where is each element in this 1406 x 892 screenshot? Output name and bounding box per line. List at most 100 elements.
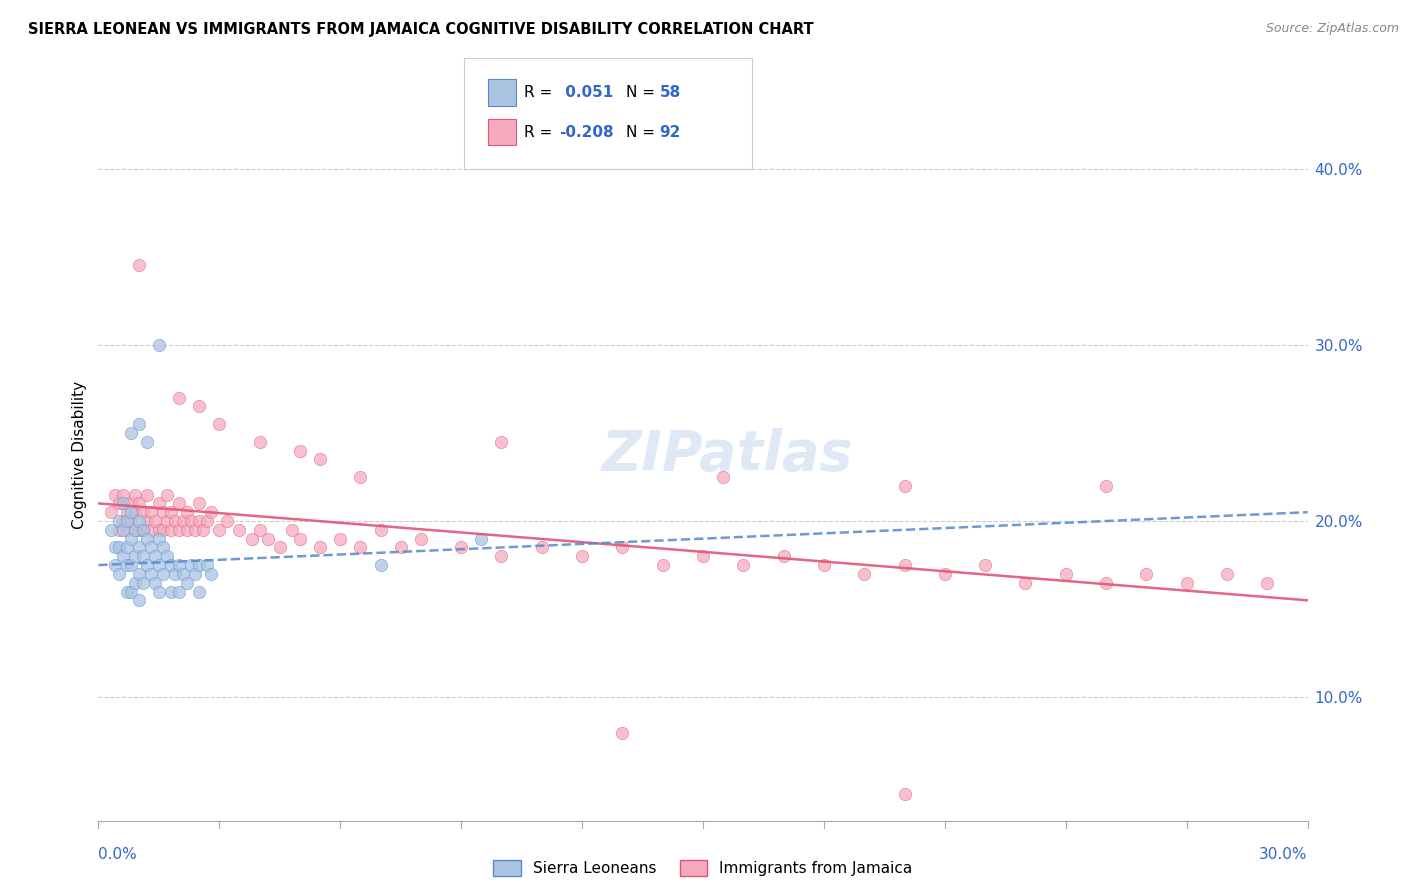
- Point: [107, 496, 129, 510]
- Point: [139, 541, 162, 555]
- Point: [148, 338, 170, 352]
- Point: [107, 523, 129, 537]
- Point: [111, 514, 134, 528]
- Text: 0.051: 0.051: [560, 86, 613, 100]
- Point: [132, 523, 155, 537]
- Point: [813, 558, 835, 572]
- Point: [167, 584, 190, 599]
- Point: [139, 523, 162, 537]
- Point: [1095, 479, 1118, 493]
- Point: [853, 566, 876, 581]
- Point: [733, 558, 755, 572]
- Point: [1054, 566, 1077, 581]
- Point: [195, 558, 218, 572]
- Point: [124, 487, 146, 501]
- Point: [128, 259, 150, 273]
- Point: [228, 523, 250, 537]
- Point: [470, 532, 492, 546]
- Point: [167, 496, 190, 510]
- Point: [195, 514, 218, 528]
- Point: [128, 496, 150, 510]
- Point: [188, 400, 211, 414]
- Point: [288, 532, 311, 546]
- Point: [115, 523, 138, 537]
- Point: [571, 549, 593, 564]
- Point: [163, 566, 186, 581]
- Point: [200, 566, 222, 581]
- Point: [111, 496, 134, 510]
- Point: [200, 505, 222, 519]
- Point: [1014, 575, 1036, 590]
- Point: [124, 523, 146, 537]
- Point: [934, 566, 956, 581]
- Point: [163, 514, 186, 528]
- Point: [172, 514, 194, 528]
- Point: [309, 541, 332, 555]
- Point: [115, 505, 138, 519]
- Point: [148, 558, 170, 572]
- Point: [160, 584, 183, 599]
- Point: [530, 541, 553, 555]
- Y-axis label: Cognitive Disability: Cognitive Disability: [72, 381, 87, 529]
- Point: [974, 558, 997, 572]
- Point: [128, 417, 150, 431]
- Point: [148, 532, 170, 546]
- Point: [120, 558, 142, 572]
- Point: [893, 558, 915, 572]
- Point: [103, 487, 125, 501]
- Point: [370, 558, 392, 572]
- Point: [711, 470, 734, 484]
- Point: [132, 505, 155, 519]
- Point: [176, 505, 198, 519]
- Point: [188, 558, 211, 572]
- Text: 0.0%: 0.0%: [98, 847, 138, 862]
- Point: [115, 584, 138, 599]
- Point: [329, 532, 352, 546]
- Point: [148, 584, 170, 599]
- Point: [269, 541, 291, 555]
- Point: [772, 549, 794, 564]
- Point: [612, 541, 634, 555]
- Point: [349, 541, 371, 555]
- Point: [120, 514, 142, 528]
- Point: [128, 541, 150, 555]
- Point: [120, 505, 142, 519]
- Point: [115, 541, 138, 555]
- Point: [103, 541, 125, 555]
- Point: [491, 434, 513, 449]
- Point: [124, 549, 146, 564]
- Point: [1216, 566, 1239, 581]
- Point: [120, 584, 142, 599]
- Point: [128, 593, 150, 607]
- Text: ZIPatlas: ZIPatlas: [602, 428, 853, 482]
- Point: [1175, 575, 1198, 590]
- Point: [651, 558, 673, 572]
- Point: [281, 523, 304, 537]
- Point: [143, 549, 166, 564]
- Point: [217, 514, 239, 528]
- Point: [1256, 575, 1278, 590]
- Point: [188, 496, 211, 510]
- Point: [120, 425, 142, 440]
- Point: [152, 505, 174, 519]
- Point: [152, 566, 174, 581]
- Text: -0.208: -0.208: [560, 125, 614, 139]
- Point: [120, 496, 142, 510]
- Point: [143, 575, 166, 590]
- Point: [612, 725, 634, 739]
- Point: [692, 549, 714, 564]
- Point: [167, 391, 190, 405]
- Point: [160, 558, 183, 572]
- Point: [128, 523, 150, 537]
- Point: [172, 566, 194, 581]
- Point: [288, 443, 311, 458]
- Point: [491, 549, 513, 564]
- Point: [349, 470, 371, 484]
- Point: [152, 541, 174, 555]
- Point: [208, 523, 231, 537]
- Point: [115, 558, 138, 572]
- Point: [370, 523, 392, 537]
- Point: [184, 566, 207, 581]
- Text: R =: R =: [524, 86, 558, 100]
- Point: [135, 558, 157, 572]
